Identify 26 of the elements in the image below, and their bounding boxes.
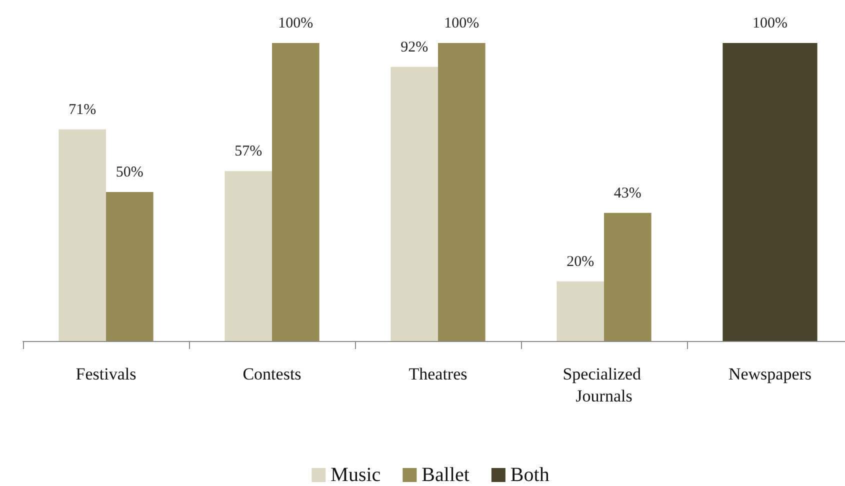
- legend-label: Both: [510, 464, 550, 486]
- data-label: 57%: [234, 144, 262, 160]
- data-label: 50%: [116, 164, 144, 180]
- x-tick-label: Specialized Journals: [562, 364, 646, 406]
- data-label: 71%: [68, 102, 96, 118]
- legend-label: Music: [330, 464, 381, 486]
- data-label: 100%: [752, 16, 788, 32]
- x-tick-label: Theatres: [408, 364, 468, 384]
- x-tick-label: Festivals: [76, 364, 136, 384]
- bar: [556, 281, 604, 341]
- bar: [224, 171, 272, 341]
- bar: [722, 43, 818, 341]
- data-label: 100%: [444, 16, 480, 32]
- data-label: 92%: [400, 39, 428, 56]
- data-label: 20%: [566, 254, 594, 270]
- bar: [604, 212, 652, 341]
- x-tick-label: Newspapers: [728, 364, 812, 384]
- bar: [390, 66, 438, 341]
- x-tick-label: Contests: [242, 364, 302, 384]
- bar: [438, 43, 486, 341]
- legend-label: Ballet: [422, 464, 470, 486]
- data-label: 100%: [278, 16, 314, 32]
- bar: [272, 43, 320, 341]
- data-label: 43%: [614, 185, 642, 202]
- bar: [106, 192, 154, 341]
- bar: [58, 129, 106, 341]
